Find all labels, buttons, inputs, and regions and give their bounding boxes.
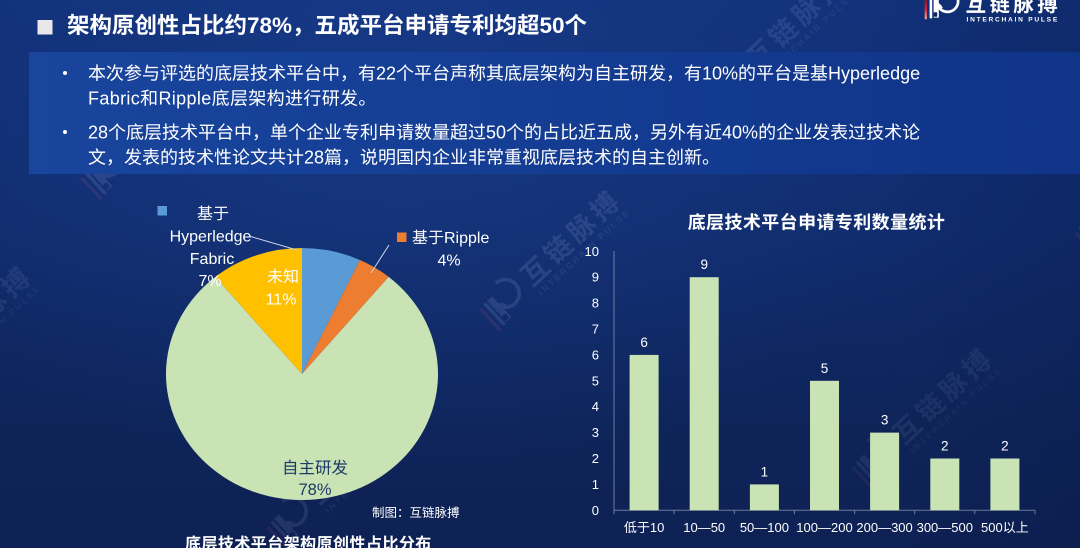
svg-text:1: 1 — [761, 464, 769, 479]
svg-text:INTERCHAIN PULSE: INTERCHAIN PULSE — [967, 16, 1059, 23]
svg-text:Fabric和Ripple底层架构进行研发。: Fabric和Ripple底层架构进行研发。 — [88, 88, 377, 108]
svg-text:0: 0 — [592, 503, 599, 518]
svg-text:10: 10 — [585, 244, 599, 259]
svg-text:11%: 11% — [266, 292, 297, 309]
svg-text:500以上: 500以上 — [981, 520, 1029, 535]
svg-text:2: 2 — [592, 451, 599, 466]
svg-text:6: 6 — [592, 347, 599, 362]
svg-text:架构原创性占比约78%，五成平台申请专利均超50个: 架构原创性占比约78%，五成平台申请专利均超50个 — [67, 13, 588, 38]
svg-text:低于10: 低于10 — [624, 520, 664, 535]
svg-text:互链脉搏: 互链脉搏 — [888, 342, 1001, 450]
svg-text:制图：互链脉搏: 制图：互链脉搏 — [372, 506, 460, 520]
svg-text:1: 1 — [592, 477, 599, 492]
svg-text:底层技术平台申请专利数量统计: 底层技术平台申请专利数量统计 — [688, 213, 946, 233]
svg-text:Hyperledge: Hyperledge — [170, 229, 252, 246]
svg-text:8: 8 — [592, 296, 599, 311]
svg-text:Fabric: Fabric — [190, 251, 234, 268]
svg-text:300—500: 300—500 — [917, 520, 973, 535]
svg-text:文，发表的技术性论文共计28篇，说明国内企业非常重视底层技术: 文，发表的技术性论文共计28篇，说明国内企业非常重视底层技术的自主创新。 — [88, 148, 720, 168]
svg-text:28个底层技术平台中，单个企业专利申请数量超过50个的占比近: 28个底层技术平台中，单个企业专利申请数量超过50个的占比近五成，另外有近40%… — [88, 123, 920, 143]
svg-text:100—200: 100—200 — [796, 520, 852, 535]
svg-text:5: 5 — [592, 373, 599, 388]
svg-text:互链脉搏: 互链脉搏 — [966, 0, 1062, 17]
svg-text:9: 9 — [700, 257, 708, 272]
svg-text:50—100: 50—100 — [740, 520, 789, 535]
svg-text:4: 4 — [592, 399, 599, 414]
svg-text:未知: 未知 — [267, 268, 299, 286]
svg-text:6: 6 — [640, 335, 648, 350]
svg-text:4%: 4% — [437, 253, 460, 270]
svg-text:7: 7 — [592, 322, 599, 337]
svg-text:基于Ripple: 基于Ripple — [412, 229, 489, 247]
svg-text:互链脉搏: 互链脉搏 — [516, 184, 629, 292]
svg-text:7%: 7% — [198, 273, 221, 290]
svg-text:10—50: 10—50 — [683, 520, 725, 535]
svg-text:2: 2 — [1001, 439, 1009, 454]
svg-text:78%: 78% — [298, 481, 331, 499]
svg-text:9: 9 — [592, 270, 599, 285]
svg-text:3: 3 — [881, 413, 889, 428]
svg-text:200—300: 200—300 — [856, 520, 912, 535]
svg-text:基于: 基于 — [197, 205, 229, 223]
svg-text:自主研发: 自主研发 — [282, 460, 348, 478]
svg-text:本次参与评选的底层技术平台中，有22个平台声称其底层架构为自: 本次参与评选的底层技术平台中，有22个平台声称其底层架构为自主研发，有10%的平… — [88, 63, 920, 83]
svg-text:3: 3 — [592, 425, 599, 440]
svg-text:5: 5 — [821, 361, 829, 376]
svg-text:2: 2 — [941, 439, 949, 454]
svg-text:底层技术平台架构原创性占比分布: 底层技术平台架构原创性占比分布 — [185, 535, 432, 548]
